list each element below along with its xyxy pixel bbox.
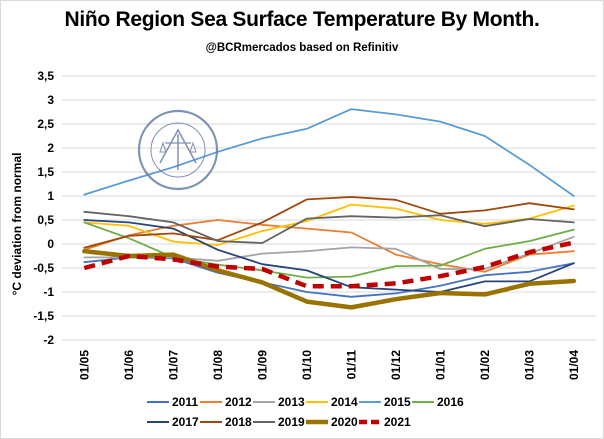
y-tick-label: 1 bbox=[47, 189, 54, 203]
y-tick-label: 3 bbox=[47, 93, 54, 107]
x-tick-label: 01/07 bbox=[166, 350, 180, 380]
x-tick-label: 01/10 bbox=[300, 350, 314, 380]
y-tick-label: 2,5 bbox=[37, 117, 54, 131]
series-line-2020 bbox=[82, 248, 577, 310]
legend-label: 2015 bbox=[384, 395, 411, 409]
y-axis-ticks: -2 -1,5 -1 -0,5 0 0,5 1 1,5 2 2,5 3 3,5 bbox=[33, 69, 54, 347]
x-tick-label: 01/03 bbox=[522, 350, 536, 380]
legend-label: 2021 bbox=[384, 415, 411, 429]
y-tick-label: -0,5 bbox=[33, 261, 54, 275]
x-tick-label: 01/12 bbox=[389, 350, 403, 380]
y-tick-label: 1,5 bbox=[37, 165, 54, 179]
gridlines bbox=[62, 75, 596, 341]
x-tick-label: 01/11 bbox=[344, 350, 358, 380]
legend-label: 2014 bbox=[331, 395, 358, 409]
legend: 2011 2012 2013 2014 2015 2016 2017 2018 2019 2020… bbox=[147, 395, 464, 429]
legend-label: 2020 bbox=[331, 415, 358, 429]
seal-emblem bbox=[137, 109, 219, 191]
x-axis-ticks: 01/05 01/06 01/07 01/08 01/09 01/10 01/11 01/12… bbox=[77, 350, 581, 380]
y-tick-label: -1,5 bbox=[33, 309, 54, 323]
legend-label: 2018 bbox=[225, 415, 252, 429]
legend-label: 2011 bbox=[172, 395, 198, 409]
legend-label: 2019 bbox=[278, 415, 305, 429]
series-line-2018 bbox=[83, 196, 575, 249]
x-tick-label: 01/01 bbox=[433, 350, 447, 380]
y-tick-label: 3,5 bbox=[37, 69, 54, 83]
series-line-2019 bbox=[83, 210, 575, 244]
y-tick-label: -1 bbox=[43, 285, 54, 299]
x-tick-label: 01/04 bbox=[567, 350, 581, 380]
legend-label: 2017 bbox=[172, 415, 199, 429]
x-tick-label: 01/06 bbox=[122, 350, 136, 380]
series-line-2017 bbox=[83, 219, 575, 293]
series-lines bbox=[82, 108, 577, 310]
legend-label: 2016 bbox=[437, 395, 464, 409]
x-tick-label: 01/09 bbox=[255, 350, 269, 380]
legend-label: 2013 bbox=[278, 395, 305, 409]
x-tick-label: 01/02 bbox=[478, 350, 492, 380]
x-tick-label: 01/05 bbox=[77, 350, 91, 380]
x-tick-label: 01/08 bbox=[211, 350, 225, 380]
series-line-2015 bbox=[83, 108, 575, 197]
y-tick-label: 0 bbox=[47, 237, 54, 251]
chart-title: Niño Region Sea Surface Temperature By M… bbox=[64, 8, 540, 31]
legend-label: 2012 bbox=[225, 395, 252, 409]
y-tick-label: -2 bbox=[43, 333, 54, 347]
y-tick-label: 2 bbox=[47, 141, 54, 155]
series-line-2014 bbox=[83, 203, 575, 246]
chart-subtitle: @BCRmercados based on Refinitiv bbox=[205, 42, 399, 54]
y-tick-label: 0,5 bbox=[37, 213, 54, 227]
series-line-2021 bbox=[83, 240, 575, 289]
y-axis-label: °C deviation from normal bbox=[10, 153, 24, 296]
